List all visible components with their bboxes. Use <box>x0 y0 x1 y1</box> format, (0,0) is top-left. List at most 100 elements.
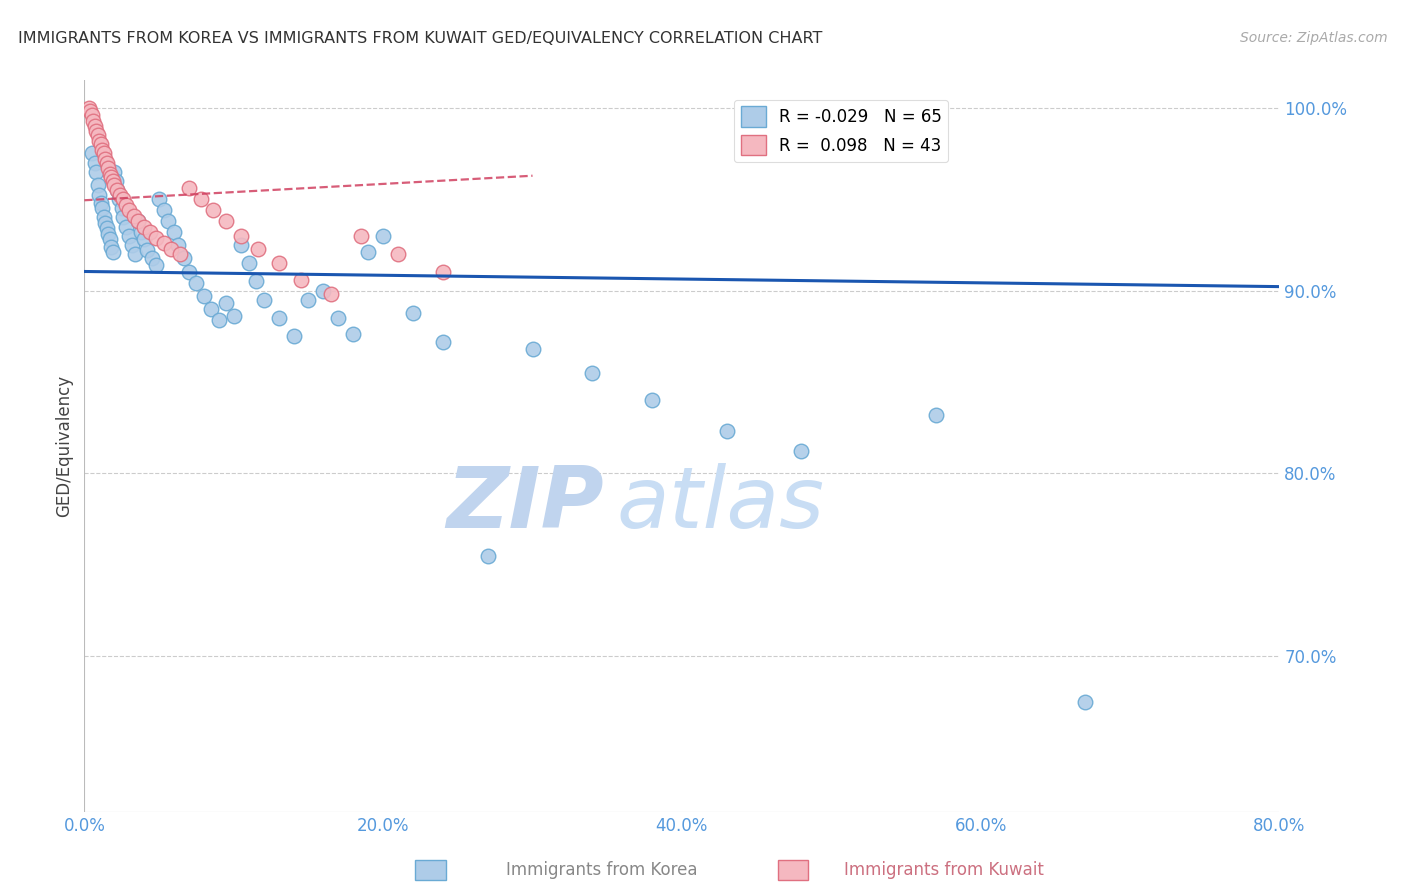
Point <box>80 108 103 122</box>
Point <box>101 245 124 260</box>
Point <box>432 334 454 349</box>
Point <box>105 183 128 197</box>
Point <box>201 203 224 218</box>
Point <box>160 242 183 256</box>
Point <box>215 214 238 228</box>
Point <box>245 275 267 289</box>
Point <box>93 146 115 161</box>
Point <box>94 216 117 230</box>
Point <box>319 287 342 301</box>
Point <box>100 170 122 185</box>
Point <box>581 366 603 380</box>
Point <box>1074 695 1097 709</box>
Point <box>432 265 454 279</box>
Point <box>167 238 190 252</box>
Point <box>253 293 276 307</box>
Point <box>118 203 141 218</box>
Point <box>96 155 118 169</box>
Point <box>87 178 110 192</box>
Point <box>290 272 312 286</box>
Point <box>94 152 117 166</box>
Point <box>98 232 121 246</box>
Point <box>716 425 738 439</box>
Point <box>357 245 380 260</box>
Point <box>101 174 124 188</box>
Point <box>97 161 120 175</box>
Text: ZIP: ZIP <box>447 463 605 546</box>
Legend: R = -0.029   N = 65, R =  0.098   N = 43: R = -0.029 N = 65, R = 0.098 N = 43 <box>734 100 949 162</box>
Point <box>105 183 128 197</box>
Point <box>328 311 350 326</box>
Point <box>83 119 105 133</box>
Point <box>79 104 101 119</box>
Point <box>141 251 163 265</box>
Point <box>152 235 174 250</box>
Y-axis label: GED/Equivalency: GED/Equivalency <box>55 375 73 517</box>
Point <box>127 214 149 228</box>
Point <box>127 214 149 228</box>
Point <box>641 393 664 408</box>
Point <box>97 227 120 241</box>
Point <box>107 192 129 206</box>
Point <box>132 219 156 234</box>
Point <box>87 128 110 143</box>
Point <box>93 211 115 225</box>
Point <box>124 247 146 261</box>
Point <box>100 240 122 254</box>
Point <box>267 256 290 270</box>
Point <box>121 238 143 252</box>
Point <box>238 256 260 270</box>
Point <box>90 195 112 210</box>
Point <box>163 225 186 239</box>
Point <box>104 174 127 188</box>
Point <box>173 251 195 265</box>
Point <box>925 408 948 422</box>
Point <box>132 232 156 246</box>
Point <box>82 113 104 128</box>
Point <box>387 247 409 261</box>
Point <box>110 188 132 202</box>
Point <box>91 202 114 216</box>
Point <box>111 202 134 216</box>
Point <box>477 549 499 563</box>
Point <box>83 155 105 169</box>
Point <box>222 309 245 323</box>
Point <box>215 296 238 310</box>
Point <box>89 134 111 148</box>
Point <box>283 329 305 343</box>
Point <box>157 214 180 228</box>
Point <box>190 192 212 206</box>
Point <box>115 197 138 211</box>
Point <box>103 178 125 192</box>
Point <box>177 265 200 279</box>
Point <box>98 167 121 181</box>
Point <box>231 228 253 243</box>
Point <box>297 293 319 307</box>
Point <box>177 181 200 195</box>
Point <box>186 277 208 291</box>
Point <box>200 301 222 316</box>
Point <box>152 203 174 218</box>
Point <box>231 238 253 252</box>
Point <box>267 311 290 326</box>
Point <box>148 192 170 206</box>
Point <box>112 192 135 206</box>
Point <box>169 247 191 261</box>
Point <box>129 225 152 239</box>
Text: atlas: atlas <box>616 463 824 546</box>
Point <box>350 228 373 243</box>
Point <box>145 230 167 244</box>
Point <box>96 221 118 235</box>
Point <box>208 313 231 327</box>
Point <box>342 327 364 342</box>
Point <box>193 289 215 303</box>
Point <box>80 146 103 161</box>
Point <box>90 137 112 152</box>
Text: Immigrants from Kuwait: Immigrants from Kuwait <box>844 861 1043 879</box>
Point <box>103 164 125 178</box>
Point <box>522 342 544 356</box>
Point <box>91 143 114 157</box>
Point <box>790 444 813 458</box>
Text: Immigrants from Korea: Immigrants from Korea <box>506 861 697 879</box>
Point <box>145 258 167 272</box>
